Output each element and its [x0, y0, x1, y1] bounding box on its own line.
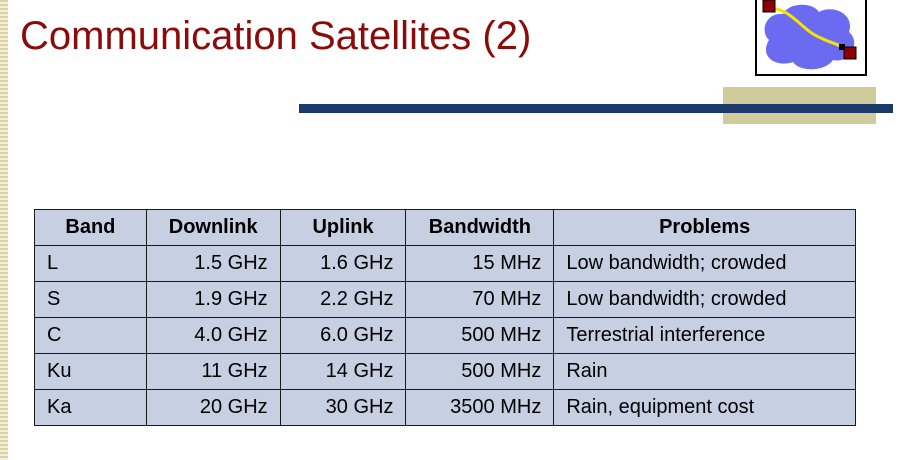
downlink-cell: 11 GHz [145, 353, 281, 390]
header-problems: Problems [553, 209, 856, 246]
band-cell: Ku [34, 353, 147, 390]
band-cell: C [34, 317, 147, 354]
bandwidth-cell: 3500 MHz [405, 389, 555, 426]
frequency-bands-table: Band Downlink Uplink Bandwidth Problems … [34, 209, 856, 426]
problems-cell: Rain, equipment cost [553, 389, 856, 426]
slide-title: Communication Satellites (2) [20, 14, 532, 58]
uplink-cell: 6.0 GHz [279, 317, 407, 354]
bandwidth-cell: 500 MHz [405, 353, 555, 390]
table-row: Ka 20 GHz 30 GHz 3500 MHz Rain, equipmen… [34, 389, 856, 426]
bandwidth-cell: 70 MHz [405, 281, 555, 318]
left-decorative-stripe [0, 0, 8, 460]
downlink-cell: 4.0 GHz [145, 317, 281, 354]
problems-cell: Terrestrial interference [553, 317, 856, 354]
problems-cell: Low bandwidth; crowded [553, 245, 856, 282]
band-cell: S [34, 281, 147, 318]
problems-cell: Low bandwidth; crowded [553, 281, 856, 318]
uplink-cell: 1.6 GHz [279, 245, 407, 282]
accent-bar [299, 104, 893, 113]
band-cell: L [34, 245, 147, 282]
table-row: S 1.9 GHz 2.2 GHz 70 MHz Low bandwidth; … [34, 281, 856, 318]
network-cloud-icon [755, 0, 867, 76]
header-downlink: Downlink [145, 209, 281, 246]
header-bandwidth: Bandwidth [405, 209, 555, 246]
table-row: Ku 11 GHz 14 GHz 500 MHz Rain [34, 353, 856, 390]
downlink-cell: 1.9 GHz [145, 281, 281, 318]
table-header-row: Band Downlink Uplink Bandwidth Problems [34, 209, 856, 246]
bandwidth-cell: 15 MHz [405, 245, 555, 282]
header-band: Band [34, 209, 147, 246]
band-cell: Ka [34, 389, 147, 426]
bandwidth-cell: 500 MHz [405, 317, 555, 354]
uplink-cell: 30 GHz [279, 389, 407, 426]
uplink-cell: 2.2 GHz [279, 281, 407, 318]
downlink-cell: 20 GHz [145, 389, 281, 426]
uplink-cell: 14 GHz [279, 353, 407, 390]
header-uplink: Uplink [279, 209, 407, 246]
problems-cell: Rain [553, 353, 856, 390]
table-row: C 4.0 GHz 6.0 GHz 500 MHz Terrestrial in… [34, 317, 856, 354]
table-row: L 1.5 GHz 1.6 GHz 15 MHz Low bandwidth; … [34, 245, 856, 282]
downlink-cell: 1.5 GHz [145, 245, 281, 282]
